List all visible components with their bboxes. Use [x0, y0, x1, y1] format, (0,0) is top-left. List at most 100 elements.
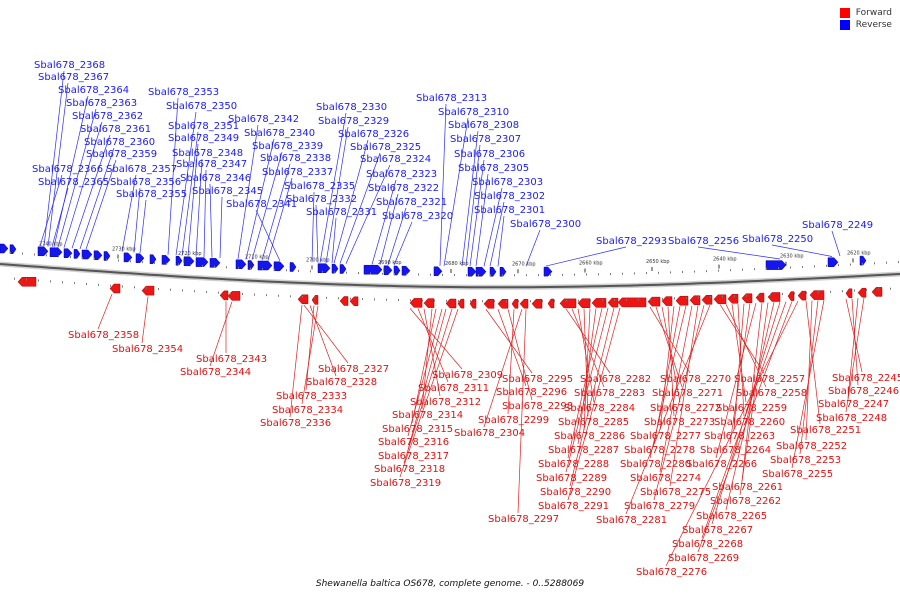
reverse-gene-label-51[interactable]: Sbal678_2250	[742, 234, 813, 245]
forward-gene-label-33[interactable]: Sbal678_2297	[488, 514, 559, 525]
forward-gene-label-5[interactable]: Sbal678_2328	[306, 377, 377, 388]
forward-gene-18[interactable]	[531, 298, 543, 309]
reverse-gene-label-10[interactable]: Sbal678_2353	[148, 87, 219, 98]
forward-gene-38[interactable]	[845, 288, 853, 299]
forward-gene-14[interactable]	[483, 299, 495, 309]
forward-gene-label-44[interactable]: Sbal678_2281	[596, 515, 667, 526]
forward-gene-label-37[interactable]: Sbal678_2273	[644, 417, 715, 428]
forward-gene-label-45[interactable]: Sbal678_2257	[734, 374, 805, 385]
forward-gene-label-21[interactable]: Sbal678_2299	[478, 415, 549, 426]
forward-gene-label-42[interactable]: Sbal678_2275	[640, 487, 711, 498]
reverse-gene-label-19[interactable]: Sbal678_2346	[180, 173, 251, 184]
forward-gene-label-54[interactable]: Sbal678_2265	[696, 511, 767, 522]
forward-gene-label-2[interactable]: Sbal678_2343	[196, 354, 267, 365]
forward-gene-label-7[interactable]: Sbal678_2334	[272, 405, 343, 416]
forward-gene-label-29[interactable]: Sbal678_2288	[538, 459, 609, 470]
reverse-gene-label-52[interactable]: Sbal678_2249	[802, 220, 873, 231]
forward-gene-34[interactable]	[767, 292, 781, 302]
reverse-gene-26[interactable]	[383, 265, 393, 276]
reverse-gene-14[interactable]	[183, 256, 195, 267]
forward-gene-37[interactable]	[809, 290, 825, 300]
forward-gene-23[interactable]	[607, 297, 619, 308]
forward-gene-label-0[interactable]: Sbal678_2358	[68, 330, 139, 341]
forward-gene-24[interactable]	[617, 297, 647, 308]
forward-gene-label-34[interactable]: Sbal678_2270	[660, 374, 731, 385]
reverse-gene-label-15[interactable]: Sbal678_2347	[176, 159, 247, 170]
reverse-gene-label-5[interactable]: Sbal678_2361	[80, 124, 151, 135]
forward-gene-26[interactable]	[661, 296, 673, 306]
forward-gene-label-3[interactable]: Sbal678_2344	[180, 367, 251, 378]
reverse-gene-2[interactable]	[37, 246, 49, 257]
reverse-gene-label-32[interactable]: Sbal678_2335	[284, 181, 355, 192]
reverse-gene-label-31[interactable]: Sbal678_2324	[360, 154, 431, 165]
forward-gene-1[interactable]	[109, 283, 121, 294]
forward-gene-9[interactable]	[409, 298, 423, 308]
forward-gene-5[interactable]	[297, 294, 309, 305]
forward-gene-4[interactable]	[227, 291, 241, 301]
reverse-gene-label-9[interactable]: Sbal678_2365	[38, 177, 109, 188]
forward-gene-35[interactable]	[787, 291, 795, 301]
forward-gene-label-46[interactable]: Sbal678_2258	[736, 388, 807, 399]
forward-gene-label-24[interactable]: Sbal678_2283	[574, 388, 645, 399]
forward-gene-label-43[interactable]: Sbal678_2279	[624, 501, 695, 512]
forward-gene-label-65[interactable]: Sbal678_2253	[770, 455, 841, 466]
reverse-gene-30[interactable]	[467, 266, 477, 277]
forward-gene-13[interactable]	[469, 298, 477, 309]
reverse-gene-6[interactable]	[81, 249, 93, 260]
reverse-gene-5[interactable]	[73, 249, 81, 259]
reverse-gene-label-3[interactable]: Sbal678_2363	[66, 98, 137, 109]
reverse-gene-34[interactable]	[543, 266, 553, 277]
forward-gene-label-6[interactable]: Sbal678_2333	[276, 391, 347, 402]
forward-gene-label-52[interactable]: Sbal678_2261	[712, 482, 783, 493]
forward-gene-31[interactable]	[727, 294, 739, 304]
forward-gene-label-11[interactable]: Sbal678_2312	[410, 397, 481, 408]
forward-gene-label-66[interactable]: Sbal678_2255	[762, 469, 833, 480]
reverse-gene-10[interactable]	[135, 253, 145, 263]
reverse-gene-12[interactable]	[161, 255, 171, 265]
forward-gene-label-39[interactable]: Sbal678_2278	[624, 445, 695, 456]
forward-gene-label-59[interactable]: Sbal678_2245	[832, 373, 900, 384]
reverse-gene-label-22[interactable]: Sbal678_2340	[244, 128, 315, 139]
reverse-gene-7[interactable]	[93, 250, 103, 261]
forward-gene-27[interactable]	[675, 295, 689, 306]
reverse-gene-label-8[interactable]: Sbal678_2366	[32, 164, 103, 175]
reverse-gene-label-0[interactable]: Sbal678_2368	[34, 60, 105, 71]
reverse-gene-label-40[interactable]: Sbal678_2310	[438, 107, 509, 118]
forward-gene-label-53[interactable]: Sbal678_2262	[710, 496, 781, 507]
reverse-gene-label-7[interactable]: Sbal678_2359	[86, 149, 157, 160]
forward-gene-label-16[interactable]: Sbal678_2318	[374, 464, 445, 475]
reverse-gene-label-18[interactable]: Sbal678_2355	[116, 189, 187, 200]
forward-gene-36[interactable]	[797, 290, 807, 301]
forward-gene-label-13[interactable]: Sbal678_2315	[382, 424, 453, 435]
forward-gene-20[interactable]	[559, 298, 577, 309]
forward-gene-label-27[interactable]: Sbal678_2286	[554, 431, 625, 442]
forward-gene-label-4[interactable]: Sbal678_2327	[318, 364, 389, 375]
forward-gene-30[interactable]	[713, 294, 727, 305]
reverse-gene-29[interactable]	[433, 266, 443, 277]
forward-gene-label-50[interactable]: Sbal678_2264	[700, 445, 771, 456]
reverse-gene-label-25[interactable]: Sbal678_2337	[262, 167, 333, 178]
forward-gene-39[interactable]	[857, 287, 867, 298]
reverse-gene-22[interactable]	[317, 263, 331, 273]
forward-gene-16[interactable]	[511, 299, 519, 309]
forward-gene-label-55[interactable]: Sbal678_2267	[682, 525, 753, 536]
forward-gene-label-62[interactable]: Sbal678_2248	[816, 413, 887, 424]
reverse-gene-label-36[interactable]: Sbal678_2322	[368, 183, 439, 194]
reverse-gene-label-13[interactable]: Sbal678_2349	[168, 133, 239, 144]
forward-gene-label-26[interactable]: Sbal678_2285	[558, 417, 629, 428]
forward-gene-label-47[interactable]: Sbal678_2259	[716, 403, 787, 414]
forward-gene-label-48[interactable]: Sbal678_2260	[714, 417, 785, 428]
reverse-gene-9[interactable]	[123, 252, 133, 263]
reverse-gene-label-48[interactable]: Sbal678_2300	[510, 219, 581, 230]
forward-gene-label-38[interactable]: Sbal678_2277	[630, 431, 701, 442]
reverse-gene-label-30[interactable]: Sbal678_2325	[350, 142, 421, 153]
reverse-gene-33[interactable]	[499, 267, 507, 277]
forward-gene-25[interactable]	[647, 296, 661, 307]
reverse-gene-label-6[interactable]: Sbal678_2360	[84, 137, 155, 148]
reverse-gene-label-43[interactable]: Sbal678_2306	[454, 149, 525, 160]
reverse-gene-8[interactable]	[103, 251, 111, 261]
reverse-gene-label-28[interactable]: Sbal678_2329	[318, 116, 389, 127]
reverse-gene-label-41[interactable]: Sbal678_2308	[448, 120, 519, 131]
reverse-gene-label-45[interactable]: Sbal678_2303	[472, 177, 543, 188]
reverse-gene-label-1[interactable]: Sbal678_2367	[38, 72, 109, 83]
